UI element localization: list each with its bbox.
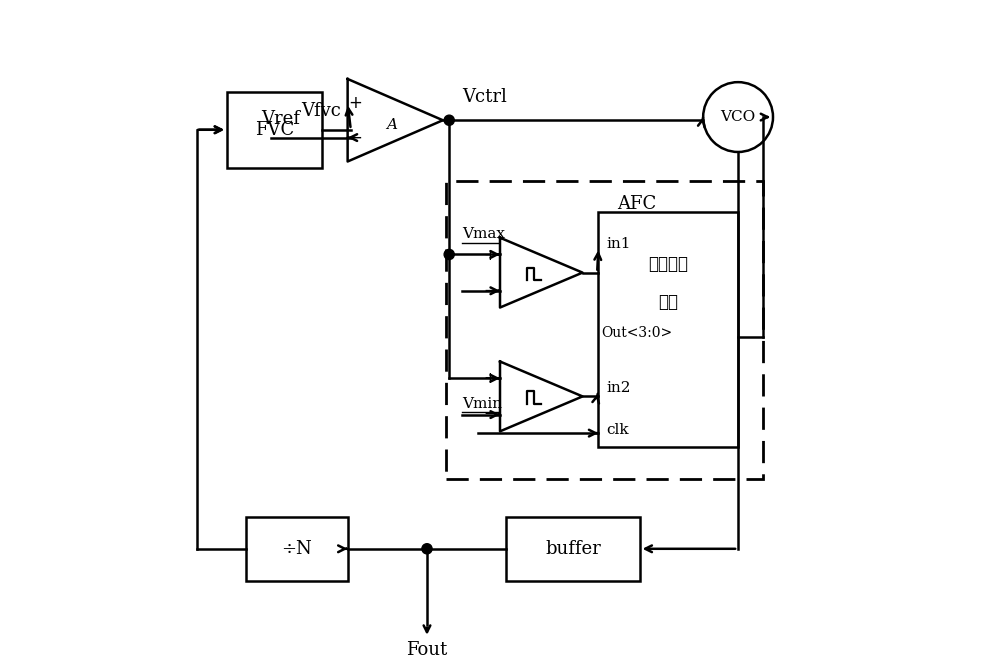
Text: ÷N: ÷N <box>281 540 312 558</box>
FancyBboxPatch shape <box>227 92 322 168</box>
Text: FVC: FVC <box>255 121 294 139</box>
Text: clk: clk <box>606 423 629 437</box>
Text: Vmax: Vmax <box>462 227 505 241</box>
FancyBboxPatch shape <box>246 517 348 580</box>
FancyBboxPatch shape <box>598 212 738 447</box>
Text: 逻辑控制: 逻辑控制 <box>648 255 688 273</box>
FancyBboxPatch shape <box>506 517 640 580</box>
Bar <box>446 180 763 479</box>
Text: +: + <box>483 371 496 387</box>
Text: A: A <box>387 118 398 132</box>
Text: Vfvc: Vfvc <box>301 102 341 120</box>
Text: −: − <box>348 129 362 147</box>
Text: buffer: buffer <box>545 540 601 558</box>
Text: −: − <box>483 407 496 421</box>
Text: Vmin: Vmin <box>462 397 502 410</box>
Circle shape <box>444 115 454 126</box>
Circle shape <box>444 249 454 260</box>
Text: Vref: Vref <box>262 110 300 128</box>
Text: AFC: AFC <box>617 194 656 213</box>
Text: Out<3:0>: Out<3:0> <box>602 326 673 340</box>
Text: VCO: VCO <box>720 110 756 124</box>
Text: +: + <box>348 94 362 112</box>
Text: 电路: 电路 <box>658 293 678 311</box>
Text: −: − <box>483 282 496 297</box>
Text: in2: in2 <box>606 381 631 395</box>
Text: Vctrl: Vctrl <box>462 89 507 106</box>
Circle shape <box>422 544 432 554</box>
Text: Fout: Fout <box>406 641 448 659</box>
Text: in1: in1 <box>606 237 631 251</box>
Text: +: + <box>483 248 496 262</box>
